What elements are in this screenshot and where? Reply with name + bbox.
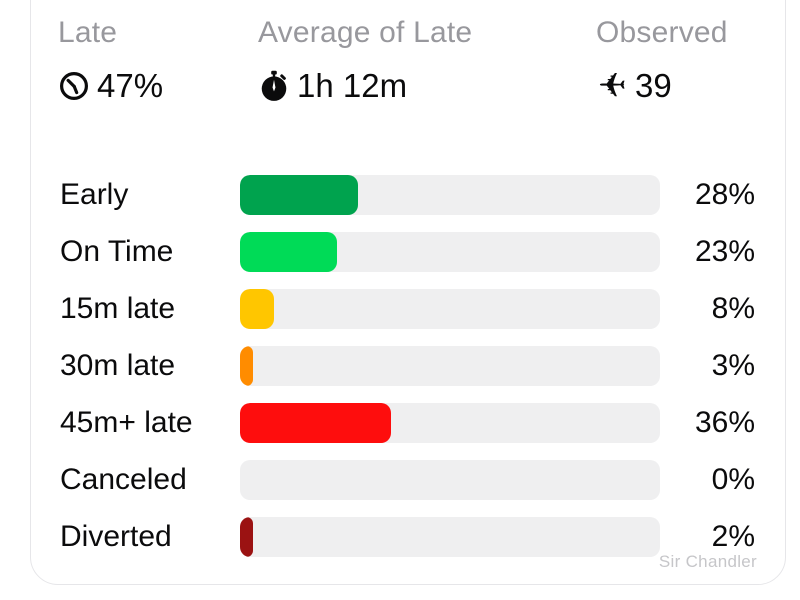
airplane-icon: ✈︎	[597, 67, 627, 105]
bar-track	[240, 174, 660, 215]
bar-track	[240, 459, 660, 500]
chart-row-30m-late: 30m late 3%	[60, 337, 755, 394]
chart-row-canceled: Canceled 0%	[60, 451, 755, 508]
row-percent: 8%	[711, 291, 755, 325]
row-label: Early	[60, 177, 129, 211]
chart-row-early: Early 28%	[60, 166, 755, 223]
row-label: 45m+ late	[60, 405, 193, 439]
row-percent: 0%	[711, 462, 755, 496]
bar-track	[240, 402, 660, 443]
chart-row-diverted: Diverted 2%	[60, 508, 755, 565]
stat-average-of-late: Average of Late 1h 12m	[258, 14, 472, 106]
stat-observed-value-row: ✈︎ 39	[596, 66, 728, 106]
row-label: On Time	[60, 234, 174, 268]
stat-late: Late 47%	[58, 14, 163, 106]
stat-late-header: Late	[58, 16, 118, 49]
stat-late-value: 47%	[97, 67, 164, 104]
row-percent: 23%	[694, 234, 755, 268]
bar-track	[240, 231, 660, 272]
stat-observed-header: Observed	[596, 16, 728, 49]
bar-30m-late	[240, 345, 253, 386]
bar-track	[240, 345, 660, 386]
stat-average-header: Average of Late	[258, 16, 473, 49]
bar-track	[240, 516, 660, 557]
watermark: Sir Chandler	[658, 552, 757, 571]
row-percent: 2%	[711, 519, 755, 553]
delay-breakdown-chart: Early 28% On Time 23% 15m late 8% 30m la…	[60, 166, 755, 565]
bar-early	[240, 174, 358, 215]
row-label: Diverted	[60, 519, 172, 553]
stat-observed: Observed ✈︎ 39	[596, 14, 728, 106]
stat-average-value: 1h 12m	[297, 67, 408, 104]
clock-icon	[58, 70, 90, 102]
row-percent: 36%	[694, 405, 755, 439]
row-percent: 28%	[694, 177, 755, 211]
chart-row-on-time: On Time 23%	[60, 223, 755, 280]
bar-on-time	[240, 231, 337, 272]
bar-15m-late	[240, 288, 274, 329]
stat-average-value-row: 1h 12m	[258, 66, 472, 106]
row-percent: 3%	[711, 348, 755, 382]
stopwatch-icon	[258, 70, 290, 102]
bar-diverted	[240, 516, 253, 557]
row-label: 15m late	[60, 291, 176, 325]
stat-observed-value: 39	[635, 67, 672, 104]
row-label: 30m late	[60, 348, 176, 382]
chart-row-15m-late: 15m late 8%	[60, 280, 755, 337]
chart-row-45m-late: 45m+ late 36%	[60, 394, 755, 451]
bar-track	[240, 288, 660, 329]
stat-late-value-row: 47%	[58, 66, 163, 106]
bar-45m-late	[240, 402, 392, 443]
row-label: Canceled	[60, 462, 187, 496]
